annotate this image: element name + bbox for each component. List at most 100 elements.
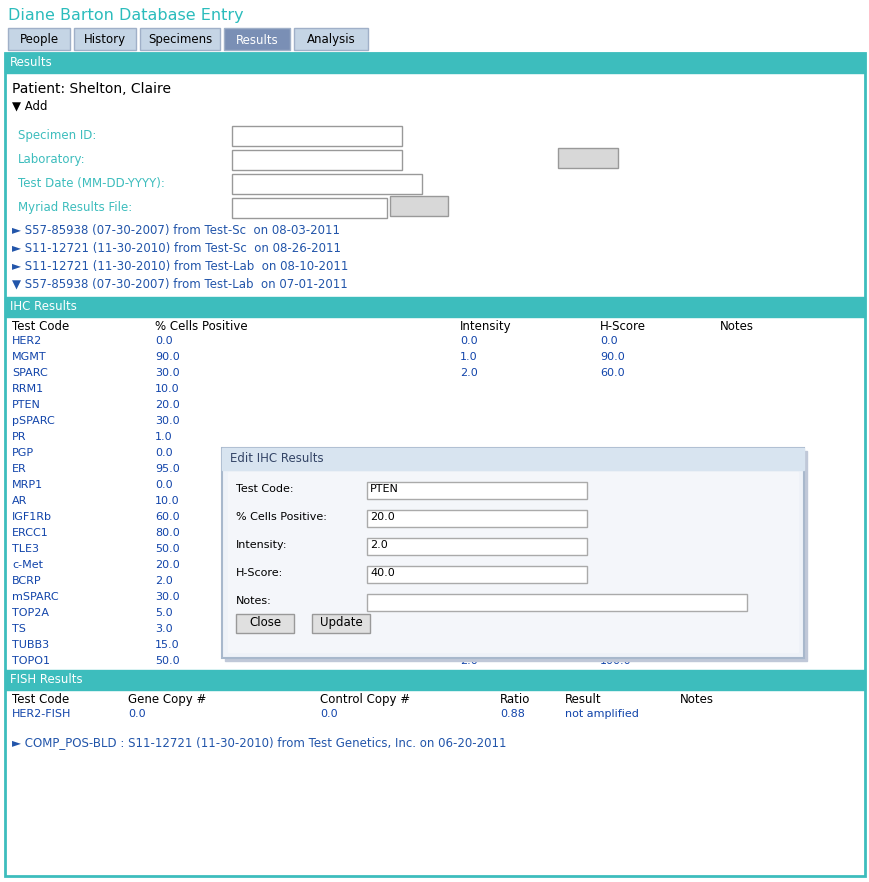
Text: ▼: ▼ — [388, 131, 395, 141]
Text: 20.0: 20.0 — [155, 400, 180, 410]
Bar — [235, 614, 294, 633]
Text: Analysis: Analysis — [306, 34, 355, 47]
Text: Specimens: Specimens — [148, 34, 212, 47]
Text: 10.0: 10.0 — [155, 496, 179, 506]
Text: 1.0: 1.0 — [460, 576, 477, 586]
Text: RRM1: RRM1 — [12, 384, 44, 394]
Text: 60.0: 60.0 — [600, 592, 624, 602]
Text: 10.0: 10.0 — [155, 384, 179, 394]
Text: FISH Results: FISH Results — [10, 673, 83, 686]
Text: Notes:: Notes: — [235, 596, 271, 606]
Text: Test Code:: Test Code: — [235, 484, 293, 494]
Text: 30.0: 30.0 — [155, 592, 179, 602]
Text: 20.0: 20.0 — [155, 560, 180, 570]
Text: PTEN: PTEN — [369, 484, 398, 494]
Bar — [557, 148, 617, 168]
Text: Close: Close — [249, 616, 281, 629]
Text: 90.0: 90.0 — [600, 352, 624, 362]
Text: BCRP: BCRP — [12, 576, 42, 586]
Text: 30.0: 30.0 — [155, 368, 179, 378]
Text: ▼ S57-85938 (07-30-2007) from Test-Lab  on 07-01-2011: ▼ S57-85938 (07-30-2007) from Test-Lab o… — [12, 278, 348, 291]
Text: 0.0: 0.0 — [155, 336, 172, 346]
Bar — [232, 150, 401, 170]
Bar — [294, 28, 368, 50]
Text: 40.0: 40.0 — [369, 568, 395, 578]
Text: 3.0: 3.0 — [155, 624, 172, 634]
Text: Intensity: Intensity — [460, 320, 511, 333]
Bar — [5, 670, 864, 690]
Text: People: People — [19, 34, 58, 47]
Text: IGF1Rb: IGF1Rb — [12, 512, 52, 522]
Text: Test Code: Test Code — [12, 320, 70, 333]
Text: Results: Results — [235, 34, 278, 47]
Text: Add: Add — [576, 151, 599, 164]
Text: ► S11-12721 (11-30-2010) from Test-Lab  on 08-10-2011: ► S11-12721 (11-30-2010) from Test-Lab o… — [12, 260, 348, 273]
Text: MRP1: MRP1 — [12, 480, 43, 490]
Text: ERCC1: ERCC1 — [12, 528, 49, 538]
Text: 30.0: 30.0 — [600, 640, 624, 650]
Bar — [140, 28, 220, 50]
Text: IHC Results: IHC Results — [10, 300, 76, 313]
Text: 90.0: 90.0 — [155, 352, 180, 362]
Text: Gene Copy #: Gene Copy # — [128, 693, 206, 706]
Text: Notes: Notes — [720, 320, 753, 333]
Text: ► S11-12721 (11-30-2010) from Test-Sc  on 08-26-2011: ► S11-12721 (11-30-2010) from Test-Sc on… — [12, 242, 341, 255]
Text: 0.0: 0.0 — [155, 448, 172, 458]
Text: mSPARC: mSPARC — [12, 592, 58, 602]
Text: SPARC: SPARC — [12, 368, 48, 378]
Text: Notes: Notes — [680, 693, 713, 706]
Bar — [367, 566, 587, 583]
Text: TS: TS — [12, 624, 26, 634]
Bar — [232, 198, 387, 218]
Text: 2.0: 2.0 — [460, 560, 477, 570]
Text: TLE3: TLE3 — [12, 544, 39, 554]
Text: Test Date (MM-DD-YYYY):: Test Date (MM-DD-YYYY): — [18, 177, 165, 190]
Text: Ratio: Ratio — [500, 693, 530, 706]
Text: 2.0: 2.0 — [460, 656, 477, 666]
Bar — [367, 538, 587, 555]
Bar — [222, 448, 803, 658]
Text: PGP: PGP — [12, 448, 34, 458]
Text: 2.0: 2.0 — [600, 576, 617, 586]
Text: 100.0: 100.0 — [600, 656, 631, 666]
Text: History: History — [83, 34, 126, 47]
Bar — [223, 28, 289, 50]
Text: 2.0: 2.0 — [460, 608, 477, 618]
Bar — [222, 448, 803, 470]
Bar — [74, 28, 136, 50]
Text: 80.0: 80.0 — [155, 528, 180, 538]
Text: TOPO1: TOPO1 — [12, 656, 50, 666]
Text: not amplified: not amplified — [564, 709, 638, 719]
Text: C:\Users\clearity\trunk\te: C:\Users\clearity\trunk\te — [235, 201, 368, 211]
Bar — [367, 594, 746, 611]
Text: ► COMP_POS-BLD : S11-12721 (11-30-2010) from Test Genetics, Inc. on 06-20-2011: ► COMP_POS-BLD : S11-12721 (11-30-2010) … — [12, 736, 506, 749]
Bar — [367, 482, 587, 499]
Text: 2.0: 2.0 — [460, 368, 477, 378]
Text: Laboratory:: Laboratory: — [18, 153, 85, 166]
Text: S11-12721: S11-12721 — [235, 129, 296, 139]
Text: Intensity:: Intensity: — [235, 540, 287, 550]
Text: Browse...: Browse... — [393, 199, 444, 209]
Text: PTEN: PTEN — [12, 400, 41, 410]
Text: 15.0: 15.0 — [155, 640, 179, 650]
Text: Patient: Shelton, Claire: Patient: Shelton, Claire — [12, 82, 171, 96]
Text: c-Met: c-Met — [12, 560, 43, 570]
Text: ER: ER — [12, 464, 27, 474]
Text: ► S57-85938 (07-30-2007) from Test-Sc  on 08-03-2011: ► S57-85938 (07-30-2007) from Test-Sc on… — [12, 224, 340, 237]
Text: pSPARC: pSPARC — [12, 416, 55, 426]
Text: HER2: HER2 — [12, 336, 43, 346]
Text: 5.0: 5.0 — [155, 608, 172, 618]
Bar — [312, 614, 369, 633]
Text: H-Score:: H-Score: — [235, 568, 283, 578]
Text: 2.0: 2.0 — [369, 540, 388, 550]
Bar — [5, 297, 864, 317]
Text: 20.0: 20.0 — [369, 512, 395, 522]
Text: Edit IHC Results: Edit IHC Results — [229, 452, 323, 465]
Text: 10.0: 10.0 — [600, 608, 624, 618]
Text: 11-25-2010: 11-25-2010 — [235, 177, 300, 187]
Text: % Cells Positive: % Cells Positive — [155, 320, 248, 333]
Text: Results: Results — [10, 56, 53, 69]
Text: TUBB3: TUBB3 — [12, 640, 49, 650]
Bar — [228, 472, 797, 652]
Text: AR: AR — [12, 496, 27, 506]
